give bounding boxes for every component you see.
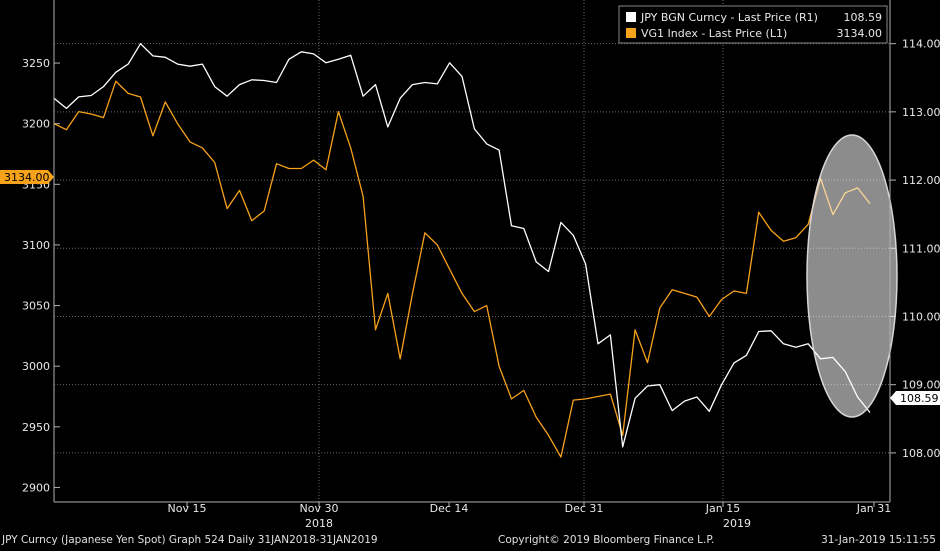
right-tick-label: 108.00: [902, 447, 940, 460]
x-year-label-2019: 2019: [723, 517, 751, 530]
legend-box: [618, 5, 888, 44]
right-last-value-text: 108.59: [900, 392, 939, 405]
right-tick-label: 114.00: [902, 38, 940, 51]
x-tick-label: Jan 31: [856, 502, 891, 515]
x-tick-label: Dec 14: [430, 502, 469, 515]
legend-value-vg1: 3134.00: [837, 27, 883, 40]
legend-label-jpy: JPY BGN Curncy - Last Price (R1): [640, 11, 818, 24]
left-tick-label: 2900: [22, 481, 50, 494]
highlight-ellipse: [806, 134, 898, 418]
right-tick-label: 113.00: [902, 106, 940, 119]
series-line-jpy: [53, 43, 871, 448]
footer-left: JPY Curncy (Japanese Yen Spot) Graph 524…: [1, 534, 378, 546]
right-tick-label: 109.00: [902, 379, 940, 392]
legend-swatch-vg1: [626, 28, 636, 38]
left-tick-label: 3000: [22, 360, 50, 373]
x-year-label-2018: 2018: [305, 517, 333, 530]
right-tick-label: 112.00: [902, 174, 940, 187]
x-tick-label: Jan 15: [705, 502, 740, 515]
right-last-value-tag: 108.59: [890, 391, 940, 405]
x-tick-label: Dec 31: [565, 502, 604, 515]
left-tick-label: 3050: [22, 300, 50, 313]
left-tick-label: 3200: [22, 118, 50, 131]
left-tick-label: 3250: [22, 57, 50, 70]
legend: JPY BGN Curncy - Last Price (R1) 108.59 …: [618, 5, 888, 44]
right-tick-label: 111.00: [902, 242, 940, 255]
series-line-vg1: [53, 80, 871, 458]
legend-label-vg1: VG1 Index - Last Price (L1): [641, 27, 787, 40]
right-tick-label: 110.00: [902, 310, 940, 323]
left-tick-label: 3100: [22, 239, 50, 252]
x-tick-label: Nov 30: [300, 502, 339, 515]
footer-center: Copyright© 2019 Bloomberg Finance L.P.: [498, 534, 714, 546]
footer-right: 31-Jan-2019 15:11:55: [821, 534, 936, 546]
legend-swatch-jpy: [626, 12, 636, 22]
left-tick-label: 2950: [22, 421, 50, 434]
left-last-value-text: 3134.00: [4, 171, 50, 184]
x-tick-label: Nov 15: [168, 502, 207, 515]
legend-value-jpy: 108.59: [844, 11, 883, 24]
left-last-value-tag: 3134.00: [0, 170, 54, 184]
